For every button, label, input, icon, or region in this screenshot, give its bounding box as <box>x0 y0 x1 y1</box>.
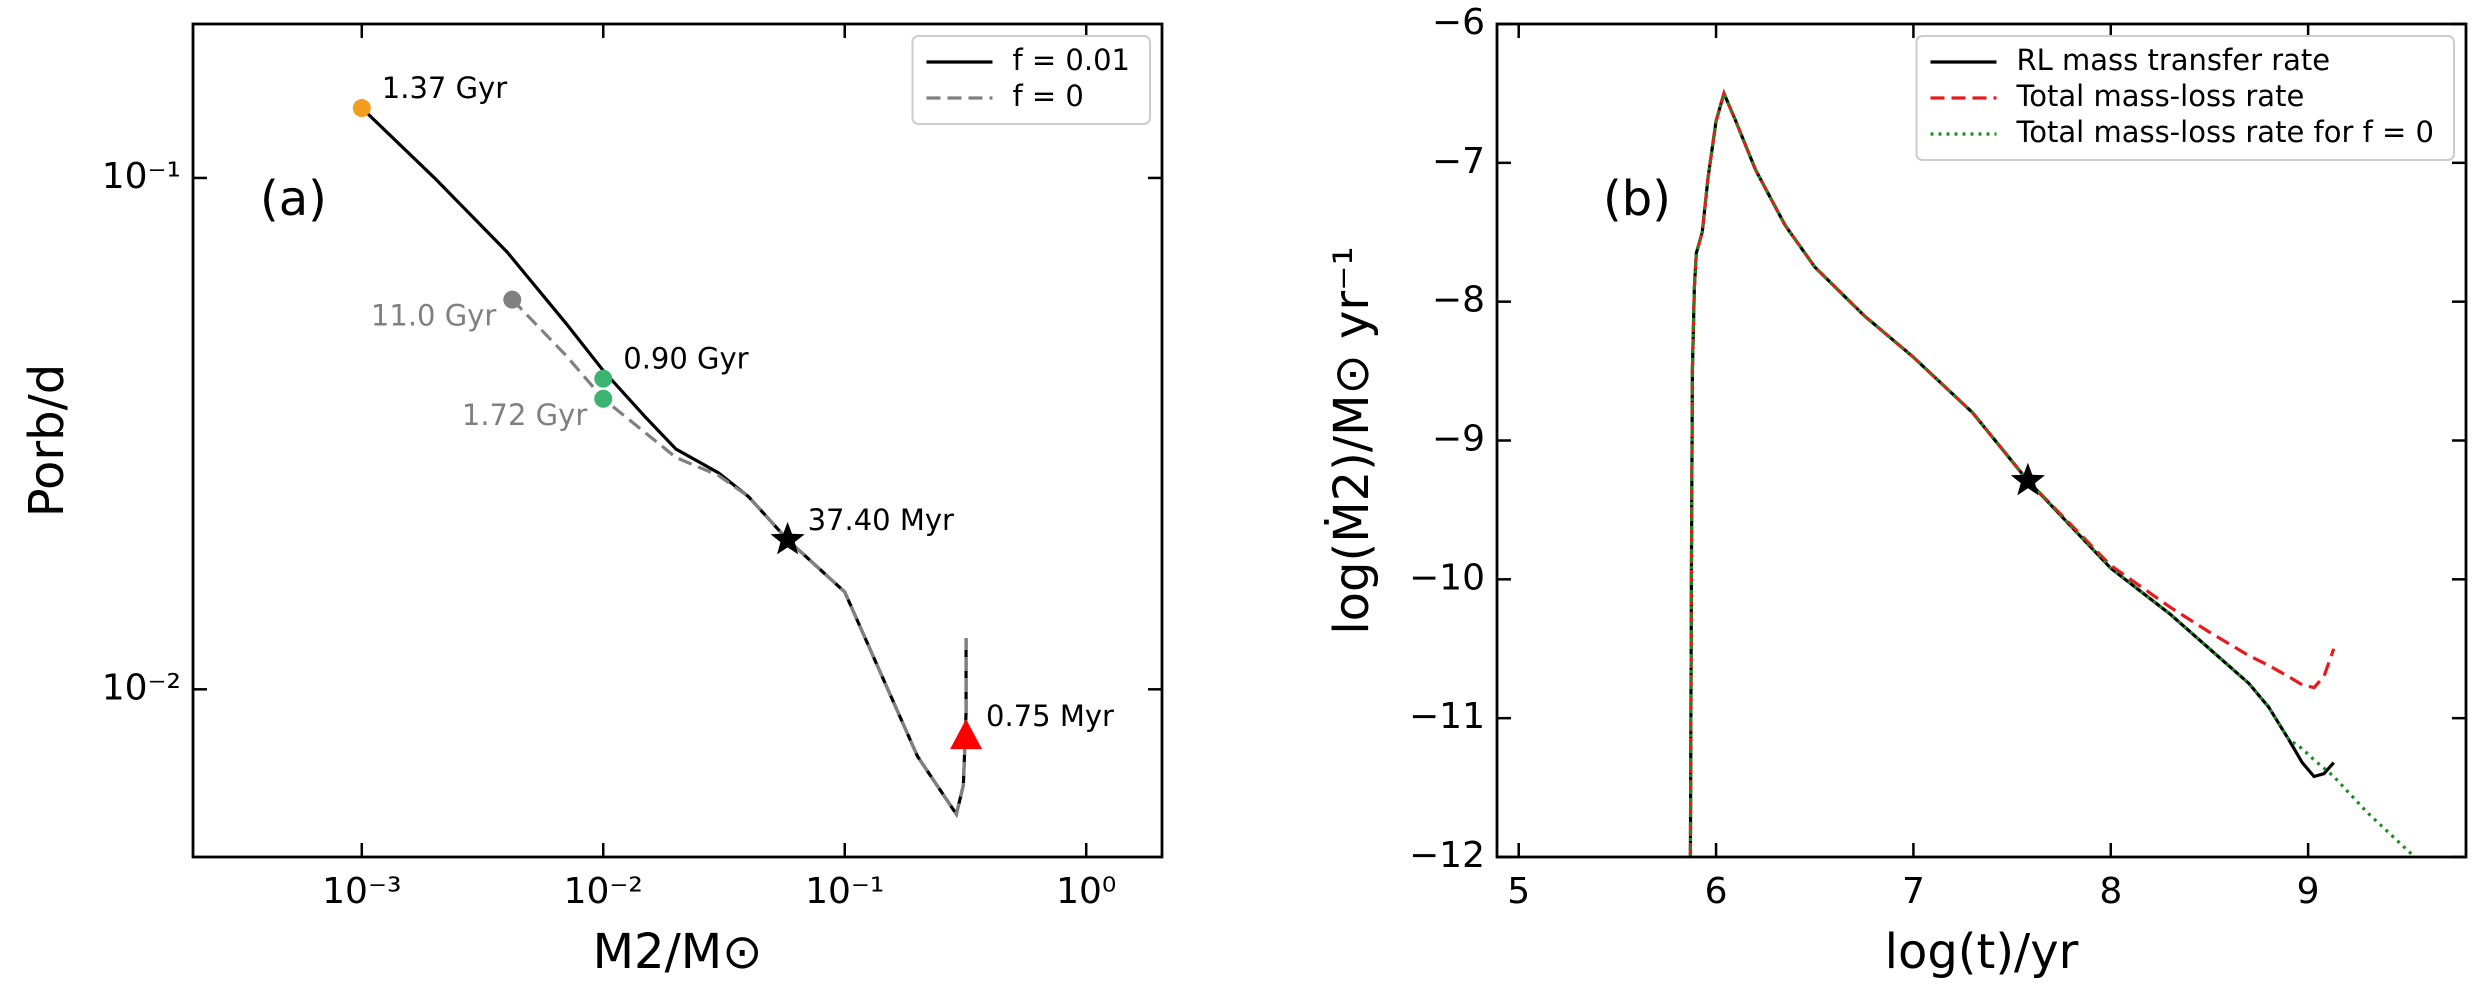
legend-label: f = 0 <box>1012 79 1083 113</box>
legend-label: Total mass-loss rate <box>2016 79 2305 113</box>
y-tick-label: −8 <box>1432 280 1485 321</box>
legend: f = 0.01f = 0 <box>911 35 1151 125</box>
marker-star <box>770 521 805 555</box>
legend-label: f = 0.01 <box>1012 43 1130 77</box>
y-axis-label: log(Ṁ2)/M⊙ yr⁻¹ <box>1324 246 1380 634</box>
panel-label: (b) <box>1603 171 1671 227</box>
y-tick-label: 10⁻¹ <box>102 156 181 197</box>
panel: 5 6 7 8 9 −6 −7 −8 −9 −10 −11 −12 log(t)/yr log(Ṁ2)/M… <box>1324 2 2468 980</box>
marker-circle <box>594 389 613 408</box>
x-axis-label: M2/M⊙ <box>593 924 763 980</box>
x-tick-label: 10⁻³ <box>322 871 401 912</box>
legend-box <box>911 35 1151 125</box>
x-tick-label: 8 <box>2099 871 2122 912</box>
marker-label: 11.0 Gyr <box>371 299 496 333</box>
x-tick-label: 10⁻¹ <box>805 871 884 912</box>
axes-frame <box>1495 22 2468 859</box>
x-tick-label: 10⁰ <box>1056 871 1116 912</box>
legend-label: Total mass-loss rate for f = 0 <box>2016 115 2435 149</box>
series-line <box>1688 88 2416 857</box>
y-tick-label: −12 <box>1409 835 1485 876</box>
y-tick-label: −10 <box>1409 557 1485 598</box>
legend-box <box>1915 35 2455 161</box>
marker-label: 1.72 Gyr <box>462 398 587 432</box>
marker-circle <box>503 290 522 309</box>
marker-label: 1.37 Gyr <box>382 71 507 105</box>
legend-label: RL mass transfer rate <box>2017 43 2331 77</box>
marker-label: 37.40 Myr <box>808 503 954 537</box>
x-tick-label: 6 <box>1705 871 1728 912</box>
axes-frame <box>191 22 1164 859</box>
y-axis-label: Porb/d <box>19 364 75 517</box>
marker-label: 0.90 Gyr <box>623 342 748 376</box>
y-tick-label: −7 <box>1432 141 1485 182</box>
y-tick-label: 10⁻² <box>102 667 181 708</box>
x-tick-label: 7 <box>1902 871 1925 912</box>
series-line <box>511 298 968 819</box>
y-tick-label: −9 <box>1432 419 1485 460</box>
panel: 10⁻³ 10⁻² 10⁻¹ 10⁰ 10⁻¹ 10⁻² M2/M⊙ Porb/d 1.37 G… <box>19 22 1164 980</box>
marker-star <box>2010 462 2045 496</box>
x-tick-label: 10⁻² <box>564 871 643 912</box>
y-tick-label: −6 <box>1432 2 1485 43</box>
marker-circle <box>594 369 613 388</box>
panel-label: (a) <box>260 171 327 227</box>
x-axis-label: log(t)/yr <box>1885 924 2079 980</box>
marker-circle <box>352 99 371 118</box>
x-tick-label: 9 <box>2297 871 2320 912</box>
x-tick-label: 5 <box>1507 871 1530 912</box>
series-line <box>360 106 968 819</box>
marker-label: 0.75 Myr <box>986 699 1114 733</box>
marker-triangle <box>950 719 983 750</box>
y-tick-label: −11 <box>1409 696 1485 737</box>
